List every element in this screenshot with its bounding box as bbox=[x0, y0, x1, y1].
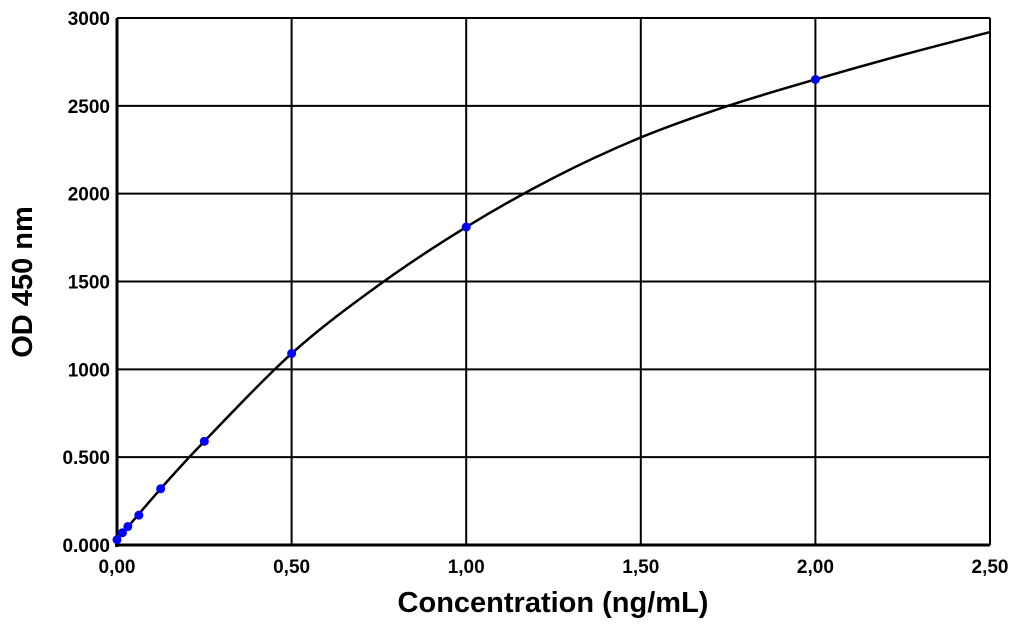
y-axis-label: OD 450 nm bbox=[7, 206, 39, 358]
fit-curve bbox=[116, 30, 991, 541]
x-tick-label: 0,00 bbox=[99, 557, 136, 578]
data-point bbox=[287, 349, 297, 359]
y-tick-label: 3000 bbox=[68, 9, 110, 30]
x-tick-label: 1,00 bbox=[448, 557, 485, 578]
grid bbox=[115, 17, 991, 547]
data-point bbox=[117, 528, 127, 538]
y-tick-label: 1500 bbox=[68, 273, 110, 294]
x-tick-label: 0,50 bbox=[273, 557, 310, 578]
data-point bbox=[156, 484, 166, 494]
y-tick-label: 0.000 bbox=[62, 536, 110, 557]
y-tick-label: 2000 bbox=[68, 185, 110, 206]
data-point bbox=[461, 222, 471, 232]
data-point bbox=[810, 74, 820, 84]
data-point bbox=[199, 436, 209, 446]
data-point bbox=[123, 522, 133, 532]
x-tick-label: 1,50 bbox=[622, 557, 659, 578]
y-tick-labels: 0.000 0.500 1000 1500 2000 2500 3000 bbox=[62, 9, 110, 557]
data-points bbox=[112, 74, 820, 545]
y-tick-label: 2500 bbox=[68, 97, 110, 118]
data-point bbox=[134, 510, 144, 520]
x-tick-labels: 0,00 0,50 1,00 1,50 2,00 2,50 bbox=[99, 557, 1009, 578]
data-point bbox=[112, 535, 122, 545]
y-tick-label: 1000 bbox=[68, 360, 110, 381]
x-axis-label: Concentration (ng/mL) bbox=[398, 587, 709, 619]
y-tick-label: 0.500 bbox=[62, 448, 110, 469]
x-tick-label: 2,00 bbox=[797, 557, 834, 578]
x-tick-label: 2,50 bbox=[972, 557, 1009, 578]
